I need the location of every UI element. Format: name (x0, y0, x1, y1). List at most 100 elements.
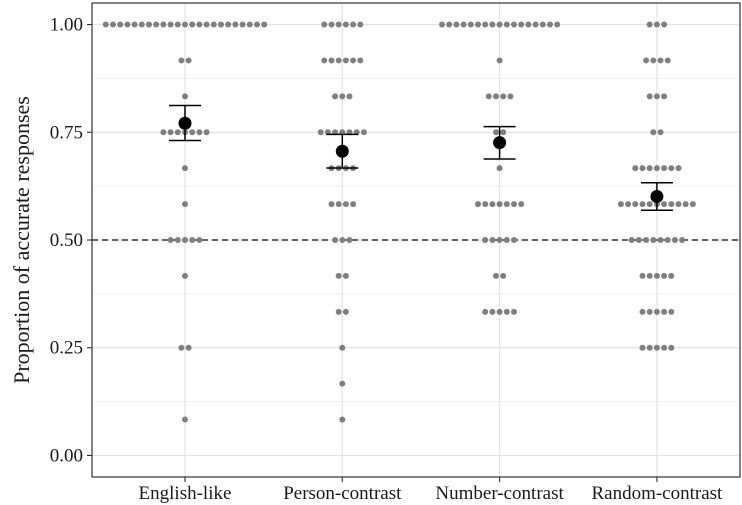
mean-point (493, 136, 507, 150)
participant-point (339, 93, 346, 100)
participant-point (511, 201, 517, 208)
participant-point (124, 21, 131, 28)
participant-point (146, 21, 152, 28)
participant-point (453, 21, 460, 28)
x-tick-label: English-like (139, 483, 232, 504)
participant-point (178, 57, 185, 64)
participant-point (167, 129, 174, 136)
y-axis-title: Proportion of accurate responses (9, 96, 34, 384)
participant-point (339, 416, 346, 423)
participant-point (650, 57, 657, 64)
participant-point (500, 93, 507, 100)
participant-point (174, 21, 181, 28)
x-tick-label: Random-contrast (591, 483, 723, 504)
participant-point (160, 129, 167, 136)
participant-point (482, 201, 489, 208)
participant-point (496, 57, 503, 64)
participant-point (357, 57, 364, 64)
participant-point (646, 21, 653, 28)
participant-point (496, 308, 503, 315)
participant-point (335, 308, 342, 315)
participant-point (628, 237, 635, 243)
participant-point (475, 21, 481, 28)
participant-point (661, 165, 668, 172)
participant-point (503, 237, 510, 243)
participant-point (639, 308, 646, 315)
participant-point (178, 344, 185, 351)
participant-point (342, 21, 349, 28)
participant-point (532, 21, 539, 28)
participant-point (210, 21, 217, 28)
participant-point (518, 21, 525, 28)
participant-point (167, 21, 174, 28)
participant-point (342, 201, 349, 208)
participant-point (525, 21, 532, 28)
participant-point (189, 129, 196, 136)
participant-point (182, 416, 188, 423)
participant-point (439, 21, 445, 28)
participant-point (335, 21, 342, 28)
participant-point (653, 93, 660, 100)
participant-point (335, 201, 342, 208)
participant-point (511, 237, 517, 243)
participant-point (153, 21, 160, 28)
y-tick-label: 0.50 (50, 230, 83, 251)
participant-point (511, 21, 517, 28)
participant-point (346, 237, 353, 243)
mean-points (178, 116, 664, 203)
participant-point (446, 21, 453, 28)
participant-point (646, 201, 653, 208)
participant-point (328, 21, 335, 28)
participant-point (679, 237, 686, 243)
participant-point (131, 21, 138, 28)
participant-point (639, 272, 646, 279)
participant-point (547, 21, 553, 28)
participant-point (185, 57, 192, 64)
participant-point (261, 21, 268, 28)
participant-point (635, 237, 642, 243)
participant-point (639, 165, 646, 172)
participant-point (174, 129, 181, 136)
participant-point (646, 308, 653, 315)
participant-point (675, 165, 682, 172)
participant-point (182, 272, 188, 279)
participant-point (661, 201, 668, 208)
participant-point (650, 129, 657, 136)
participant-point (489, 237, 496, 243)
participant-point (189, 21, 196, 28)
participant-point (646, 93, 653, 100)
participant-point (650, 237, 657, 243)
participant-point (632, 201, 639, 208)
participant-point (460, 21, 467, 28)
participant-point (189, 237, 196, 243)
participant-point (646, 344, 653, 351)
participant-point (643, 57, 650, 64)
participant-point (482, 308, 489, 315)
participant-point (328, 201, 335, 208)
participant-point (346, 93, 353, 100)
participant-point (503, 201, 510, 208)
participant-point (485, 93, 492, 100)
participant-point (182, 237, 188, 243)
participant-point (102, 21, 109, 28)
participant-point (342, 308, 349, 315)
participant-point (342, 57, 349, 64)
participant-point (350, 21, 357, 28)
participant-point (632, 165, 639, 172)
participant-point (339, 237, 346, 243)
participant-point (661, 344, 668, 351)
y-tick-label: 1.00 (50, 15, 83, 36)
participant-point (661, 308, 668, 315)
participant-point (493, 272, 499, 279)
participant-point (182, 165, 188, 172)
minor-gridlines (92, 78, 740, 402)
participant-point (653, 21, 660, 28)
participant-point (496, 237, 503, 243)
participant-point (196, 21, 203, 28)
participant-point (360, 129, 367, 136)
participant-point (339, 344, 346, 351)
participant-point (335, 272, 342, 279)
participant-point (160, 21, 167, 28)
participant-point (668, 165, 675, 172)
participant-point (653, 165, 660, 172)
